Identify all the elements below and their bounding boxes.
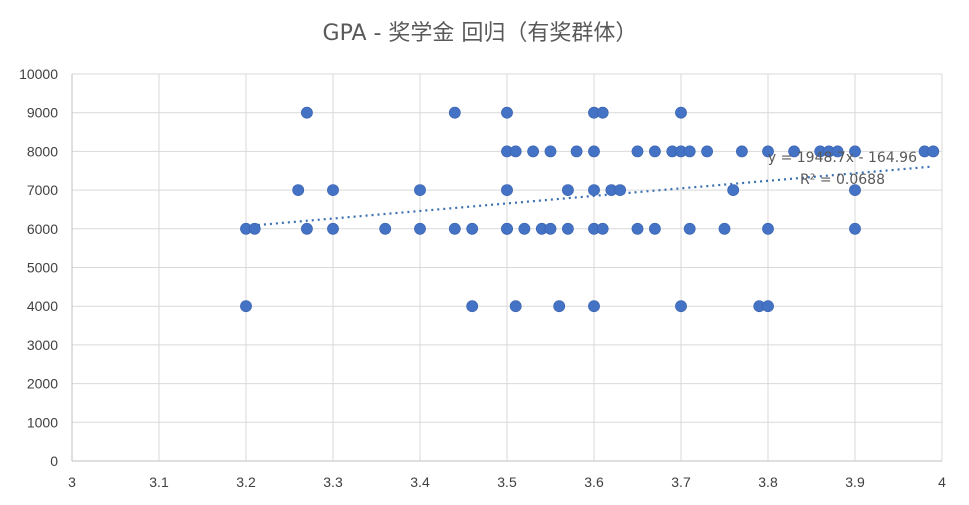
trendline-group — [245, 165, 934, 228]
data-point — [649, 222, 661, 235]
data-point — [718, 222, 731, 235]
data-point — [562, 184, 574, 196]
data-point — [553, 300, 566, 313]
data-point — [727, 184, 740, 196]
data-point — [596, 106, 609, 119]
x-tick-label: 3.8 — [758, 474, 778, 490]
axes: 3 3.1 3.2 3.3 3.4 3.5 3.6 3.7 3.8 3.9 4 0 1000 2000 30… — [19, 66, 946, 490]
data-point — [544, 222, 557, 235]
x-tick-label: 3.9 — [845, 474, 865, 490]
data-point — [448, 106, 461, 119]
data-point — [736, 145, 748, 158]
data-point — [849, 184, 861, 196]
data-point — [527, 145, 539, 158]
data-point — [509, 145, 522, 158]
data-point — [327, 222, 339, 235]
trendline — [245, 165, 934, 228]
x-tick-label: 3.2 — [236, 474, 256, 490]
data-point — [501, 106, 513, 119]
trendline-equation: y = 1948.7x - 164.96 — [768, 150, 917, 166]
data-point — [300, 106, 313, 119]
data-point — [849, 222, 861, 235]
data-point — [849, 145, 861, 158]
y-tick-label: 2000 — [27, 376, 58, 392]
data-point — [631, 222, 644, 235]
data-point — [501, 184, 513, 196]
data-point — [649, 145, 661, 158]
y-tick-label: 1000 — [27, 414, 58, 430]
chart-title: GPA - 奖学金 回归（有奖群体） — [323, 21, 638, 46]
grid — [72, 73, 943, 461]
x-tick-label: 3.5 — [497, 474, 517, 490]
x-tick-label: 3.7 — [671, 474, 691, 490]
data-point — [588, 184, 600, 196]
x-tick-label: 3.3 — [323, 474, 343, 490]
data-points — [240, 106, 940, 313]
data-point — [544, 145, 557, 158]
y-tick-label: 7000 — [27, 182, 58, 198]
x-tick-label: 3.4 — [410, 474, 430, 490]
trendline-annotation: y = 1948.7x - 164.96 R² = 0.0688 — [768, 150, 917, 188]
data-point — [509, 300, 522, 313]
data-point — [675, 106, 687, 119]
x-tick-label: 3.1 — [149, 474, 169, 490]
data-point — [762, 222, 774, 235]
y-tick-label: 8000 — [27, 143, 58, 159]
data-point — [448, 222, 461, 235]
y-tick-label: 10000 — [19, 66, 58, 82]
y-tick-label: 3000 — [27, 337, 58, 353]
x-tick-label: 3.6 — [584, 474, 604, 490]
data-point — [675, 300, 687, 313]
y-tick-label: 5000 — [27, 260, 58, 276]
trendline-r-squared: R² = 0.0688 — [800, 172, 885, 188]
data-point — [501, 222, 513, 235]
data-point — [831, 145, 844, 158]
data-point — [588, 300, 600, 313]
data-point — [414, 184, 426, 196]
data-point — [762, 145, 774, 158]
x-tick-label: 4 — [938, 474, 946, 490]
data-point — [466, 300, 479, 313]
y-tick-label: 6000 — [27, 221, 58, 237]
data-point — [762, 300, 774, 313]
data-point — [248, 222, 261, 235]
data-point — [300, 222, 313, 235]
x-tick-label: 3 — [68, 474, 76, 490]
data-point — [614, 184, 626, 196]
data-point — [466, 222, 479, 235]
data-point — [379, 222, 392, 235]
data-point — [327, 184, 339, 196]
data-point — [788, 145, 800, 158]
y-tick-label: 9000 — [27, 105, 58, 121]
data-point — [562, 222, 574, 235]
data-point — [518, 222, 531, 235]
y-tick-label: 0 — [50, 453, 58, 469]
data-point — [588, 145, 600, 158]
data-point — [596, 222, 609, 235]
data-point — [414, 222, 426, 235]
data-point — [701, 145, 713, 158]
data-point — [240, 300, 252, 313]
data-point — [631, 145, 644, 158]
data-point — [292, 184, 305, 196]
data-point — [683, 145, 696, 158]
data-point — [927, 145, 940, 158]
data-point — [570, 145, 583, 158]
y-tick-label: 4000 — [27, 298, 58, 314]
data-point — [683, 222, 696, 235]
